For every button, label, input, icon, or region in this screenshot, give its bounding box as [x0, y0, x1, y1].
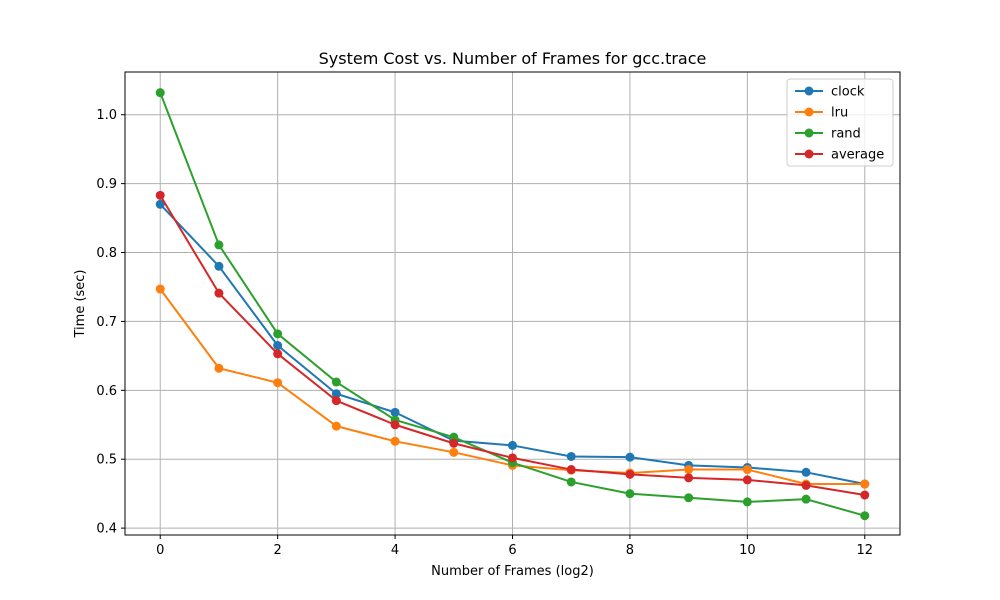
- data-point-average: [801, 480, 811, 490]
- data-point-lru: [155, 284, 165, 294]
- legend-label-rand: rand: [831, 127, 861, 142]
- data-point-clock: [155, 199, 165, 209]
- data-point-rand: [155, 88, 165, 98]
- chart-title: System Cost vs. Number of Frames for gcc…: [319, 49, 707, 68]
- data-point-average: [566, 465, 576, 475]
- data-point-clock: [214, 261, 224, 271]
- data-point-average: [449, 438, 459, 448]
- legend-label-lru: lru: [831, 106, 848, 121]
- data-point-rand: [331, 377, 341, 387]
- data-point-rand: [684, 493, 694, 503]
- data-point-clock: [331, 389, 341, 399]
- legend-marker-average: [804, 149, 814, 159]
- data-point-lru: [742, 465, 752, 475]
- x-tick-label: 10: [739, 543, 756, 558]
- legend-item-clock: clock: [795, 85, 865, 100]
- x-tick-label: 8: [626, 543, 634, 558]
- series-average: [155, 190, 870, 500]
- data-point-rand: [860, 511, 870, 521]
- data-point-clock: [625, 452, 635, 462]
- x-axis-label: Number of Frames (log2): [431, 564, 594, 579]
- grid-lines: [125, 72, 900, 535]
- legend-item-lru: lru: [795, 106, 848, 121]
- y-tick-label: 0.8: [96, 246, 117, 261]
- y-tick-label: 0.7: [96, 315, 117, 330]
- data-point-average: [214, 288, 224, 298]
- data-point-rand: [566, 477, 576, 487]
- data-point-clock: [566, 451, 576, 461]
- y-tick-label: 0.5: [96, 453, 117, 468]
- data-point-rand: [801, 494, 811, 504]
- data-point-clock: [801, 467, 811, 477]
- data-point-average: [742, 475, 752, 485]
- legend-marker-lru: [804, 107, 814, 117]
- data-point-average: [390, 420, 400, 430]
- data-point-rand: [449, 432, 459, 442]
- data-point-lru: [449, 447, 459, 457]
- data-point-lru: [331, 421, 341, 431]
- data-point-average: [625, 469, 635, 479]
- legend-label-clock: clock: [831, 85, 865, 100]
- legend-box: [786, 78, 894, 167]
- y-tick-label: 1.0: [96, 108, 117, 123]
- legend-label-average: average: [831, 148, 884, 163]
- x-tick-label: 12: [856, 543, 873, 558]
- data-point-average: [273, 349, 283, 359]
- data-point-lru: [273, 378, 283, 388]
- data-point-average: [860, 490, 870, 500]
- legend: clock lru rand average: [786, 78, 894, 167]
- data-point-lru: [390, 436, 400, 446]
- data-point-clock: [508, 440, 517, 450]
- x-tick-label: 2: [274, 543, 282, 558]
- y-axis-label: Time (sec): [73, 269, 88, 338]
- y-tick-label: 0.6: [96, 384, 117, 399]
- x-tick-label: 0: [156, 543, 164, 558]
- data-point-rand: [214, 240, 224, 250]
- legend-item-average: average: [795, 148, 884, 163]
- data-point-lru: [684, 465, 694, 475]
- data-point-rand: [625, 489, 635, 499]
- data-point-lru: [214, 363, 224, 373]
- data-point-clock: [273, 341, 283, 351]
- x-tick-label: 4: [391, 543, 399, 558]
- y-tick-label: 0.4: [96, 522, 117, 537]
- data-point-average: [684, 473, 694, 483]
- series-layer: [155, 88, 870, 521]
- data-point-average: [331, 396, 341, 406]
- y-tick-label: 0.9: [96, 177, 117, 192]
- legend-marker-rand: [804, 128, 814, 138]
- legend-marker-clock: [804, 86, 814, 96]
- data-point-clock: [390, 407, 400, 417]
- data-point-rand: [742, 497, 752, 507]
- axis-ticks: 0 2 4 6 8 10 12 0.4 0.5 0.6 0.7 0.8 0.9 1.0: [96, 108, 873, 558]
- data-point-lru: [860, 479, 870, 489]
- data-point-average: [155, 190, 165, 200]
- x-tick-label: 6: [508, 543, 516, 558]
- data-point-rand: [273, 329, 283, 339]
- legend-item-rand: rand: [795, 127, 861, 142]
- data-point-average: [508, 453, 517, 463]
